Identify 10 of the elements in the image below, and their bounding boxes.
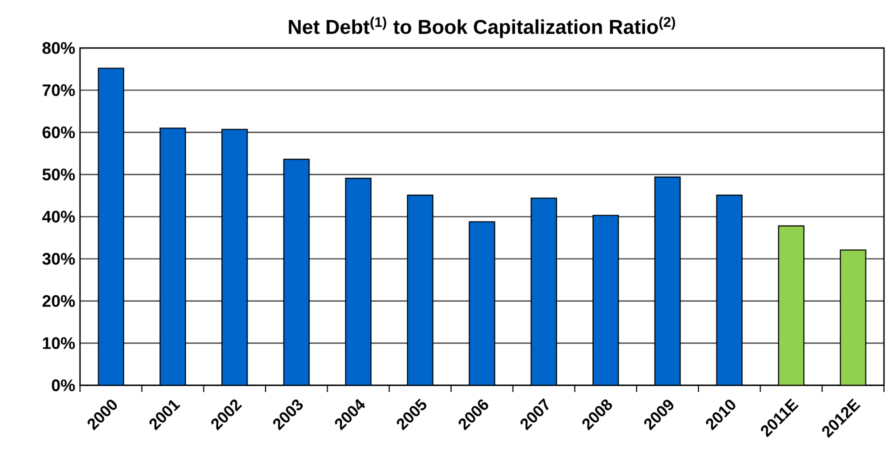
y-tick-label: 40% <box>42 210 75 223</box>
y-tick-label: 60% <box>42 126 75 138</box>
y-tick-label: 70% <box>42 84 75 96</box>
y-tick-label: 50% <box>42 168 75 180</box>
y-tick-label: 0% <box>52 379 75 392</box>
chart-title: Net Debt$^{(1)}$ to Book Capitalization Ratio$^{(2)}$ <box>288 16 676 38</box>
y-tick-label: 10% <box>42 337 75 350</box>
y-tick-label: 80% <box>42 42 75 54</box>
y-tick-label: 30% <box>42 252 75 265</box>
y-tick-label: 20% <box>42 295 75 307</box>
